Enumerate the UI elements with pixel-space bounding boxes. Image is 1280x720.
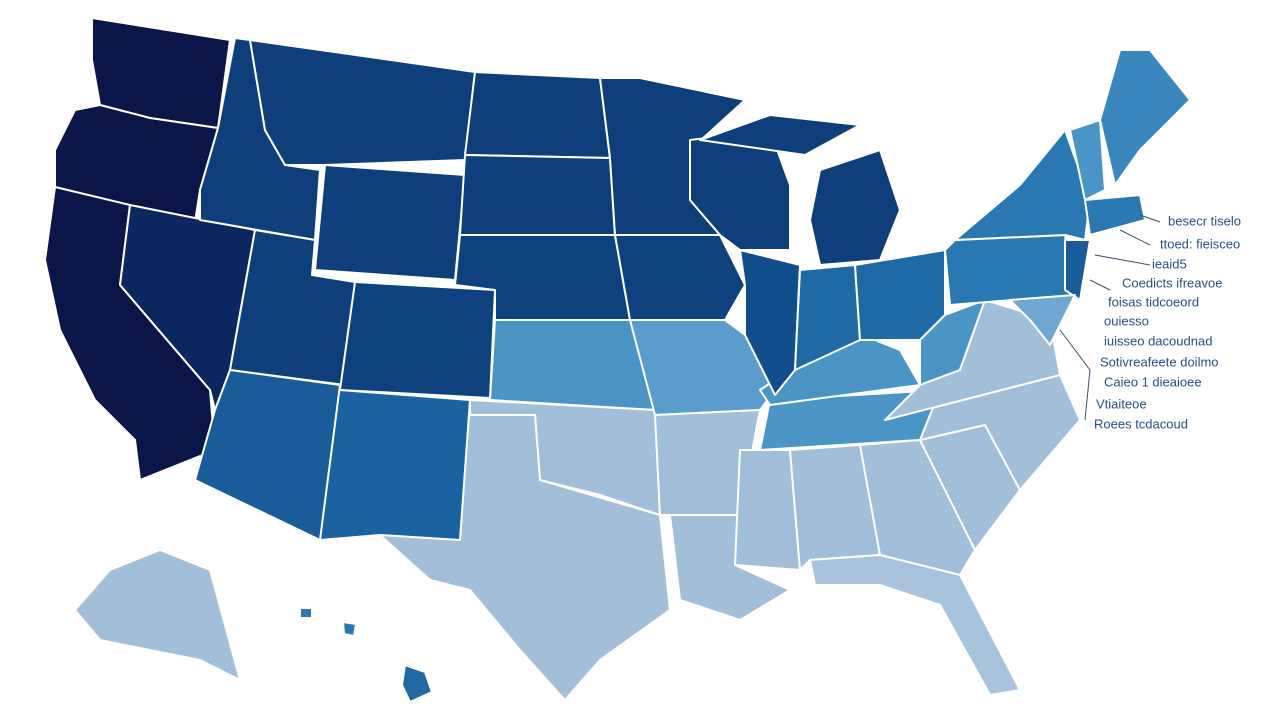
leader-line <box>1089 279 1111 291</box>
state <box>339 281 496 399</box>
state <box>1064 239 1091 301</box>
label: Vtiaiteoe <box>1096 396 1147 411</box>
label: besecr tiselo <box>1168 213 1241 228</box>
label: ttoed: fieisceo <box>1160 236 1240 251</box>
label: foisas tidcoeord <box>1108 294 1199 309</box>
states <box>44 17 1191 703</box>
label: iuisseo dacoudnad <box>1104 333 1212 348</box>
state <box>314 164 466 281</box>
state <box>809 149 901 266</box>
state <box>809 554 1021 696</box>
state <box>944 234 1076 306</box>
leader-line <box>1059 329 1091 421</box>
state <box>734 449 801 571</box>
label: ieaid5 <box>1152 256 1187 271</box>
state <box>699 114 861 156</box>
state <box>614 234 746 321</box>
leader-line <box>1094 254 1151 266</box>
state <box>299 607 313 619</box>
state <box>342 621 357 637</box>
state <box>74 549 241 681</box>
state <box>459 154 616 236</box>
state <box>1099 49 1191 186</box>
state <box>194 369 341 541</box>
leader-line <box>1119 229 1151 246</box>
state <box>739 249 801 396</box>
label: Coedicts ifreavoe <box>1122 275 1222 290</box>
label: ouiesso <box>1104 313 1149 328</box>
state <box>854 249 946 341</box>
label: Sotivreafeete doilmo <box>1100 354 1219 369</box>
label: Caieo 1 dieaioee <box>1104 374 1202 389</box>
state <box>1069 119 1106 201</box>
state <box>319 384 471 541</box>
labels: besecr tiselo ttoed: fieisceo ieaid5 Coe… <box>1094 213 1241 431</box>
state <box>954 129 1091 241</box>
state <box>401 664 433 703</box>
state <box>759 389 941 451</box>
leader-line <box>1139 214 1161 223</box>
state <box>1084 194 1146 236</box>
state <box>249 39 476 166</box>
label: Roees tcdacoud <box>1094 416 1188 431</box>
state <box>489 319 656 411</box>
state <box>464 71 611 159</box>
state <box>1009 294 1076 346</box>
leader-lines <box>1059 214 1161 421</box>
